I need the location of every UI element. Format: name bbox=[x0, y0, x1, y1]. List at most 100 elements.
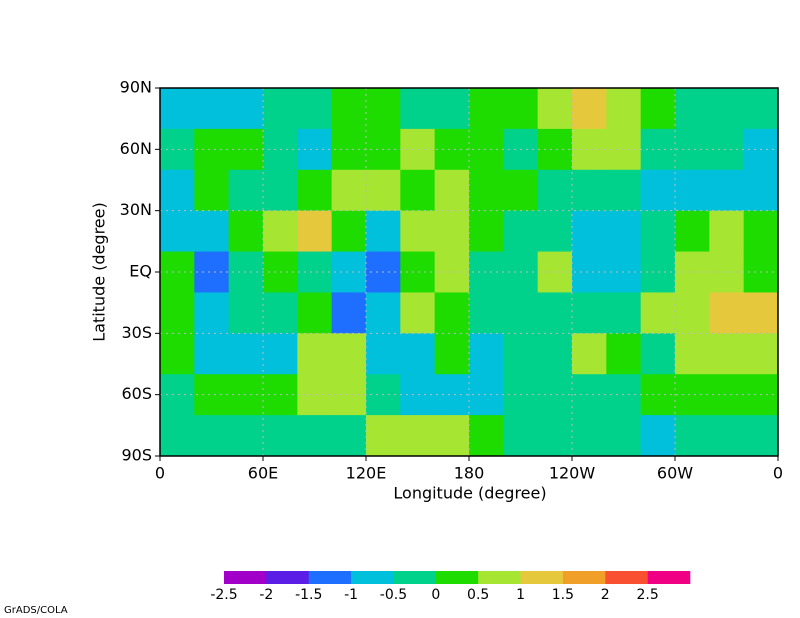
contour-cell bbox=[503, 88, 539, 130]
contour-cell bbox=[194, 292, 230, 334]
contour-cell bbox=[194, 210, 230, 253]
contour-cell bbox=[537, 210, 573, 253]
contour-cell bbox=[572, 374, 607, 416]
contour-cell bbox=[297, 374, 333, 416]
contour-cell bbox=[331, 333, 367, 375]
contour-cell bbox=[434, 88, 470, 130]
colorbar-label: -0.5 bbox=[380, 587, 407, 603]
contour-cell bbox=[469, 415, 504, 457]
y-axis-label: Latitude (degree) bbox=[90, 202, 109, 342]
contour-cell bbox=[469, 292, 504, 334]
contour-cell bbox=[297, 169, 333, 212]
contour-cell bbox=[366, 88, 401, 130]
contour-cell bbox=[331, 128, 367, 171]
colorbar-box bbox=[562, 571, 606, 584]
contour-cell bbox=[537, 251, 573, 293]
contour-cell bbox=[709, 169, 745, 212]
contour-cell bbox=[160, 169, 195, 212]
contour-cell bbox=[675, 374, 710, 416]
contour-cell bbox=[263, 292, 298, 334]
y-tick-label: 90N bbox=[120, 78, 152, 97]
contour-cell bbox=[400, 333, 436, 375]
y-tick-label: 30S bbox=[121, 323, 152, 342]
colorbar-label: 1.5 bbox=[552, 587, 574, 603]
contour-cell bbox=[434, 415, 470, 457]
contour-cell bbox=[675, 169, 710, 212]
contour-cell bbox=[606, 210, 642, 253]
contour-cell bbox=[400, 88, 436, 130]
contour-cell bbox=[469, 374, 504, 416]
contour-cell bbox=[194, 374, 230, 416]
contour-cell bbox=[606, 333, 642, 375]
contour-cell bbox=[503, 292, 539, 334]
contour-cell bbox=[469, 128, 504, 171]
contour-cell bbox=[640, 333, 676, 375]
colorbar-box bbox=[605, 571, 648, 584]
contour-cell bbox=[537, 292, 573, 334]
contour-cell bbox=[743, 333, 779, 375]
contour-cell bbox=[606, 88, 642, 130]
contour-cell bbox=[297, 292, 333, 334]
contour-cell bbox=[228, 169, 264, 212]
contour-cell bbox=[709, 415, 745, 457]
y-tick-label: 90S bbox=[121, 446, 152, 465]
contour-cell bbox=[160, 128, 195, 171]
contour-cell bbox=[709, 292, 745, 334]
contour-cell bbox=[434, 251, 470, 293]
contour-cell bbox=[743, 88, 779, 130]
contour-cell bbox=[640, 210, 676, 253]
contour-cell bbox=[572, 333, 607, 375]
colorbar-label: 1 bbox=[516, 587, 525, 603]
contour-cell bbox=[469, 251, 504, 293]
contour-cell bbox=[331, 88, 367, 130]
contour-cell bbox=[331, 415, 367, 457]
colorbar-box bbox=[224, 571, 267, 584]
contour-cell bbox=[709, 88, 745, 130]
contour-cell bbox=[572, 210, 607, 253]
contour-cell bbox=[572, 292, 607, 334]
contour-cell bbox=[469, 88, 504, 130]
contour-cell bbox=[400, 128, 436, 171]
contour-cell bbox=[572, 415, 607, 457]
footer: GrADS/COLA bbox=[4, 605, 68, 616]
contour-cell bbox=[640, 415, 676, 457]
contour-cell bbox=[572, 128, 607, 171]
contour-cell bbox=[675, 128, 710, 171]
x-tick-label: 180 bbox=[454, 464, 485, 483]
contour-cell bbox=[228, 415, 264, 457]
contour-cell bbox=[743, 415, 779, 457]
colorbar-label: 2.5 bbox=[637, 587, 659, 603]
contour-cell bbox=[297, 210, 333, 253]
contour-cell bbox=[297, 251, 333, 293]
x-tick-label: 120E bbox=[346, 464, 387, 483]
contour-cell bbox=[400, 415, 436, 457]
contour-cell bbox=[503, 333, 539, 375]
contour-cell bbox=[366, 210, 401, 253]
contour-cell bbox=[366, 292, 401, 334]
contour-cell bbox=[675, 88, 710, 130]
contour-cell bbox=[297, 333, 333, 375]
contour-cell bbox=[675, 333, 710, 375]
contour-cell bbox=[606, 292, 642, 334]
contour-cell bbox=[640, 292, 676, 334]
colorbar-label: 0 bbox=[431, 587, 440, 603]
y-tick-label: EQ bbox=[129, 262, 152, 281]
contour-cell bbox=[503, 210, 539, 253]
contour-cell bbox=[366, 333, 401, 375]
x-tick-label: 60E bbox=[248, 464, 278, 483]
colorbar-label: -1 bbox=[344, 587, 358, 603]
contour-cell bbox=[263, 333, 298, 375]
contour-cell bbox=[675, 251, 710, 293]
contour-cell bbox=[606, 415, 642, 457]
contour-cell bbox=[331, 292, 367, 334]
contour-cell bbox=[228, 88, 264, 130]
contour-cell bbox=[228, 333, 264, 375]
contour-cell bbox=[434, 333, 470, 375]
contour-cell bbox=[675, 415, 710, 457]
contour-cell bbox=[709, 251, 745, 293]
contour-cell bbox=[743, 292, 779, 334]
contour-cell bbox=[331, 374, 367, 416]
contour-cell bbox=[709, 210, 745, 253]
x-tick-label: 60W bbox=[657, 464, 693, 483]
